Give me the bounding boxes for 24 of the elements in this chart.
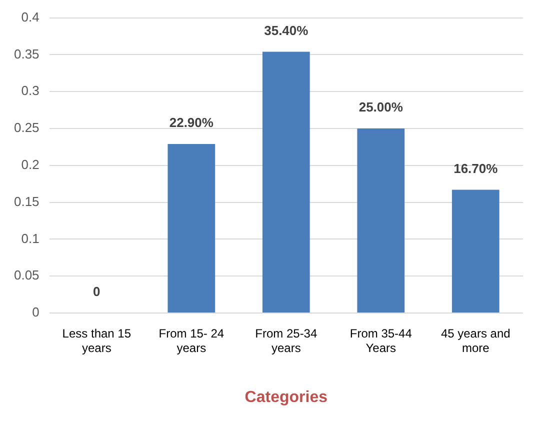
y-tick-label: 0.15 [14,194,40,209]
x-tick-label: Less than 15 years [62,326,132,355]
data-label: 35.40% [264,22,309,38]
y-tick-label: 0.2 [21,156,40,172]
x-axis-title: Categories [244,388,328,406]
y-tick-label: 0.4 [21,9,40,24]
data-label: 25.00% [358,100,404,115]
y-tick-label: 0 [32,304,40,320]
y-tick-label: 0.3 [21,83,40,98]
x-tick-label: From 15- 24 years [158,326,224,355]
x-tick-label: 45 years and more [440,326,510,355]
y-tick-label: 0.1 [21,230,40,246]
bar [357,128,405,312]
x-tick-label: From 25-34 years [255,326,318,355]
bar [262,52,310,312]
bar [168,144,216,312]
y-tick-label: 0.25 [14,120,40,136]
data-label: 0 [93,284,100,300]
y-tick-label: 0.05 [14,268,40,283]
data-label: 22.90% [169,115,214,130]
x-tick-label: From 35-44 Years [350,326,412,355]
bar [452,190,500,312]
y-tick-label: 0.35 [14,46,40,62]
data-label: 16.70% [454,160,498,176]
